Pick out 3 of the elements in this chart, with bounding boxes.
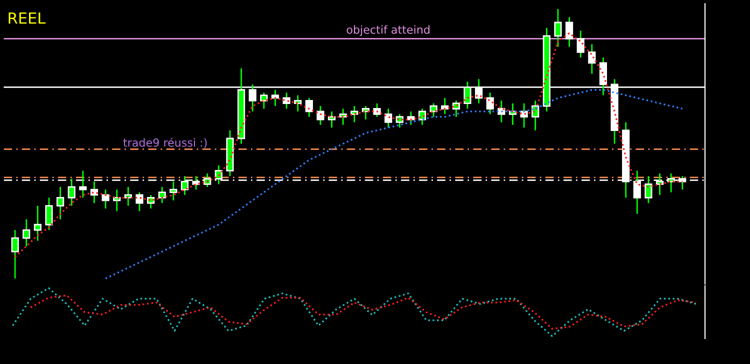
annotation: REEL [8,12,46,24]
ref-line-label: objectif atteind [346,25,430,36]
annotation: trade9 réussi :) [123,138,207,148]
